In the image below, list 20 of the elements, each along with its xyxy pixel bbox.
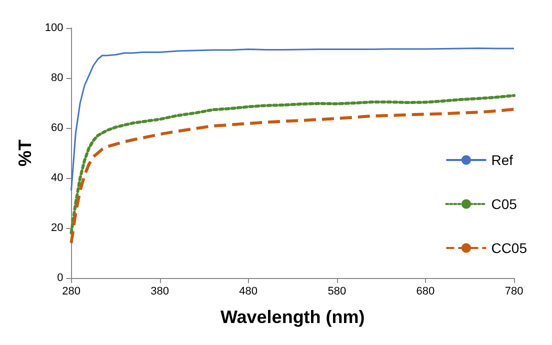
x-tick-label: 480 xyxy=(239,286,258,298)
y-tick-label: 60 xyxy=(51,122,64,134)
y-tick-label: 40 xyxy=(51,172,64,184)
legend-label: C05 xyxy=(491,196,518,212)
x-tick-label: 780 xyxy=(504,286,524,298)
y-tick-label: 20 xyxy=(51,222,64,234)
legend-label: CC05 xyxy=(491,240,528,256)
line-series xyxy=(70,48,515,192)
x-tick-label: 280 xyxy=(62,286,80,298)
y-tick-label: 100 xyxy=(44,22,64,34)
x-axis-title: Wavelength (nm) xyxy=(220,307,365,327)
y-tick-label: 0 xyxy=(57,272,64,284)
x-tick-label: 580 xyxy=(328,286,346,298)
y-axis-title: %T xyxy=(15,139,35,166)
line-series xyxy=(70,108,516,244)
legend-label: Ref xyxy=(491,152,514,168)
y-tick-label: 80 xyxy=(51,72,64,84)
line-series xyxy=(70,94,516,234)
x-tick-label: 680 xyxy=(416,286,435,298)
x-tick-label: 380 xyxy=(150,286,169,298)
